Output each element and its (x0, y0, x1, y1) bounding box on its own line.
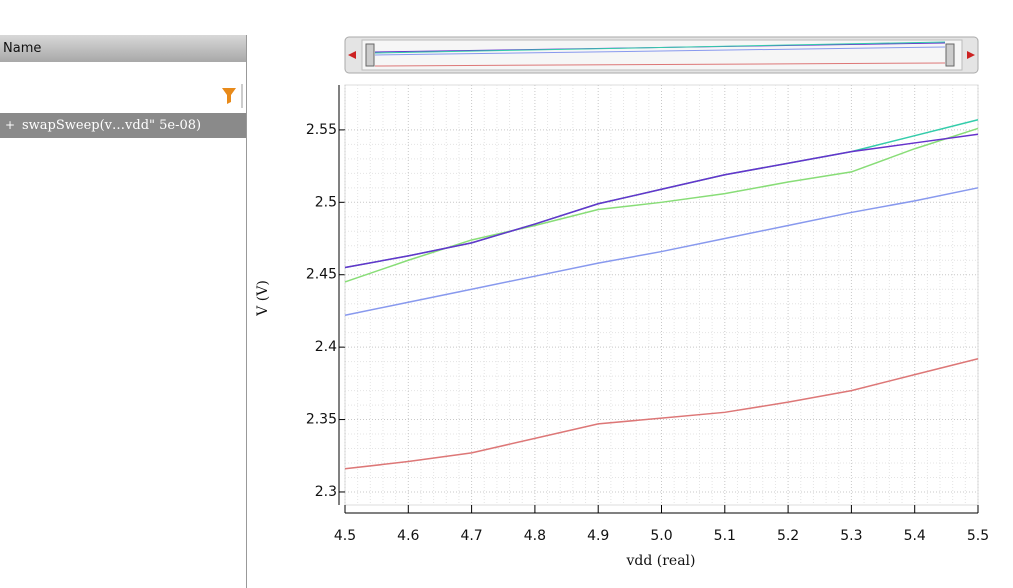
series-line (344, 133, 979, 269)
divider (246, 35, 247, 588)
tree-item[interactable]: + swapSweep(v…vdd" 5e-08) (0, 113, 246, 138)
series-line (344, 357, 979, 470)
y-tick-label: 2.5 (315, 194, 337, 210)
x-tick-label: 5.2 (777, 528, 799, 544)
tree-item-label: swapSweep(v…vdd" 5e-08) (22, 118, 202, 133)
x-tick-label: 4.6 (397, 528, 419, 544)
x-tick-label: 4.7 (460, 528, 482, 544)
x-tick-label: 4.9 (587, 528, 609, 544)
y-tick-label: 2.3 (315, 484, 337, 500)
y-tick-label: 2.55 (306, 122, 337, 138)
expander[interactable]: + (5, 118, 16, 132)
series-line (344, 187, 979, 317)
y-tick-label: 2.45 (306, 267, 337, 283)
filter-icon[interactable] (214, 84, 246, 108)
x-tick-label: 5.5 (967, 528, 989, 544)
x-tick-label: 5.0 (650, 528, 672, 544)
x-tick-label: 4.8 (524, 528, 546, 544)
y-tick-label: 2.35 (306, 412, 337, 428)
x-tick-label: 4.5 (334, 528, 356, 544)
x-tick-label: 5.3 (840, 528, 862, 544)
column-header[interactable]: Name (0, 35, 246, 62)
x-axis-label: vdd (real) (625, 553, 695, 569)
x-tick-label: 5.1 (714, 528, 736, 544)
y-axis-label: V (V) (255, 280, 271, 317)
overview-bar[interactable] (344, 36, 979, 74)
y-tick-label: 2.4 (315, 339, 337, 355)
x-tick-label: 5.4 (904, 528, 926, 544)
